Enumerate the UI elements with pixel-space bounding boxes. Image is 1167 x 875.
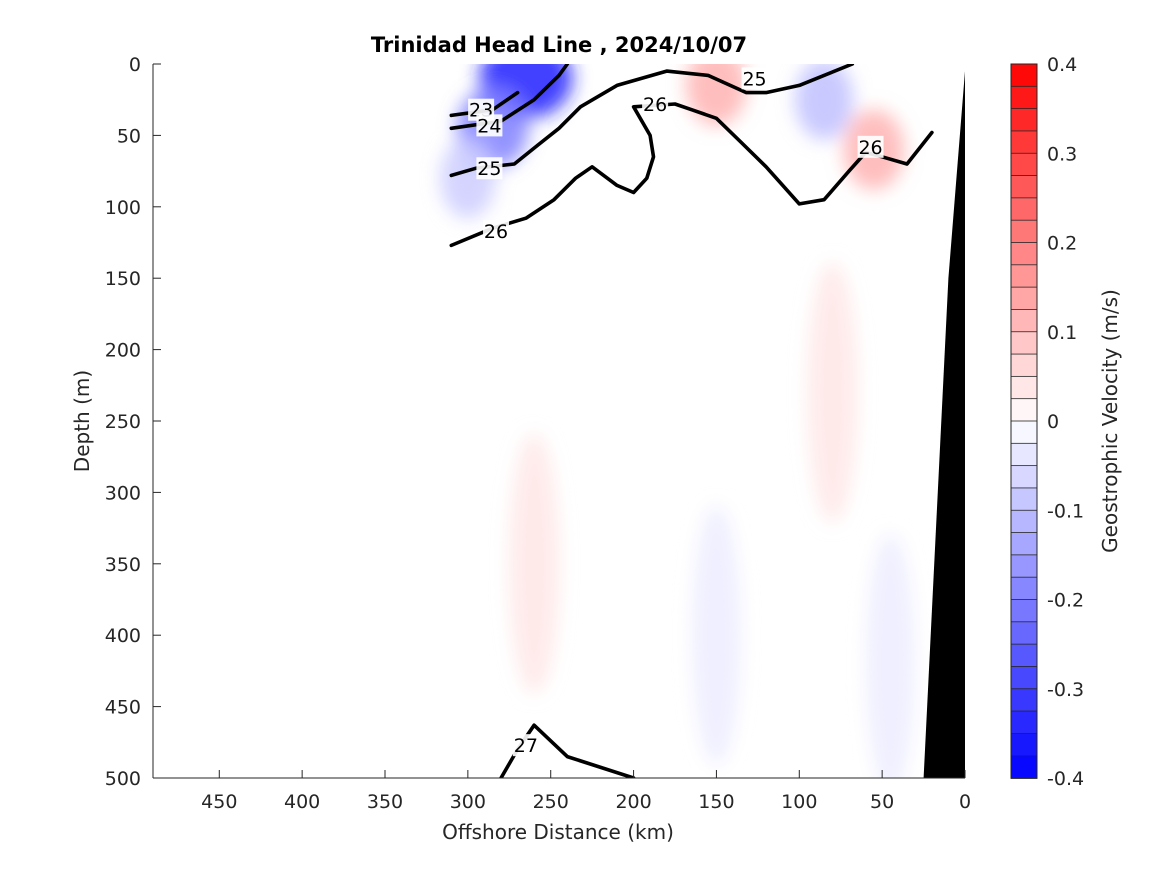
x-axis-label: Offshore Distance (km) [442,820,674,844]
colorbar-tick-label-0: 0.4 [1047,54,1077,76]
contour-label-6: 26 [858,137,882,159]
colorbar-swatch-2 [1010,108,1038,132]
colorbar-swatch-11 [1010,309,1038,333]
x-tick-label-6: 150 [698,791,734,813]
seafloor-shape [923,71,965,778]
velocity-patch-9 [866,533,915,778]
y-tick-label-1: 50 [117,125,141,147]
colorbar-tick-label-6: -0.2 [1047,590,1084,612]
contour-label-2: 25 [477,158,501,180]
contour-label-5: 26 [643,94,667,116]
x-tick-label-1: 400 [284,791,320,813]
contour-label-bg-5 [642,92,669,115]
colorbar-swatch-23 [1010,576,1038,601]
x-tick-label-4: 250 [533,791,569,813]
y-tick-label-7: 350 [105,554,141,576]
colorbar-label: Geostrophic Velocity (m/s) [1098,289,1122,553]
velocity-patch-4 [795,64,854,140]
velocity-patch-6 [509,433,559,694]
x-axis: 450 400 350 300 250 200 150 100 50 0 [201,770,971,813]
x-tick-label-3: 300 [450,791,486,813]
colorbar-swatch-24 [1010,599,1038,623]
chart-title: Trinidad Head Line , 2024/10/07 [371,33,747,57]
colorbar-tick-label-2: 0.2 [1047,233,1077,255]
colorbar-swatch-5 [1010,175,1038,199]
colorbar-swatch-10 [1010,286,1038,311]
velocity-patch-3 [686,64,747,126]
colorbar-swatch-0 [1010,63,1038,88]
colorbar: 0.4 0.3 0.2 0.1 0 -0.1 -0.2 -0.3 -0.4 Geostrophi… [1010,54,1122,790]
y-tick-label-6: 300 [105,482,141,504]
colorbar-swatch-13 [1010,353,1038,378]
colorbar-swatch-4 [1010,152,1038,177]
colorbar-swatch-29 [1010,710,1038,735]
y-tick-label-2: 100 [105,197,141,219]
colorbar-swatch-21 [1010,532,1038,556]
y-tick-label-4: 200 [105,340,141,362]
colorbar-swatch-3 [1010,130,1038,155]
contour-label-1: 24 [477,115,501,137]
colorbar-swatch-17 [1010,442,1038,467]
contour-label-bg-3 [741,67,768,90]
contour-label-bg-6 [857,135,884,158]
colorbar-tick-label-8: -0.4 [1047,768,1084,790]
colorbar-swatch-7 [1010,219,1038,244]
contour-label-bg-2 [476,157,503,180]
colorbar-swatch-31 [1010,755,1038,779]
y-axis: 0 50 100 150 200 250 300 350 400 450 500 [105,54,161,790]
colorbar-swatch-28 [1010,688,1038,712]
contour-label-7: 27 [514,735,538,757]
colorbar-swatch-14 [1010,375,1038,400]
colorbar-swatches [1010,63,1038,779]
colorbar-swatch-8 [1010,242,1038,266]
x-tick-label-0: 450 [201,791,237,813]
x-tick-label-9: 0 [959,791,971,813]
colorbar-swatch-1 [1010,85,1038,110]
y-tick-label-0: 0 [129,54,141,76]
colorbar-tick-label-4: 0 [1047,411,1059,433]
velocity-patch-7 [807,262,858,523]
colorbar-swatch-18 [1010,465,1038,489]
colorbar-swatch-16 [1010,420,1038,445]
colorbar-swatch-6 [1010,197,1038,222]
colorbar-tick-label-7: -0.3 [1047,679,1084,701]
colorbar-ticks: 0.4 0.3 0.2 0.1 0 -0.1 -0.2 -0.3 -0.4 [1047,54,1084,790]
colorbar-swatch-19 [1010,487,1038,512]
contour-label-bg-7 [512,734,539,757]
contour-label-3: 25 [742,68,766,90]
contour-sigma-27-4 [499,723,636,778]
y-axis-label: Depth (m) [70,370,94,472]
colorbar-swatch-15 [1010,398,1038,422]
contour-label-bg-4 [483,220,510,243]
colorbar-tick-label-5: -0.1 [1047,500,1084,522]
colorbar-swatch-22 [1010,554,1038,579]
y-tick-label-10: 500 [105,768,141,790]
x-tick-label-7: 100 [781,791,817,813]
colorbar-swatch-30 [1010,732,1038,757]
y-tick-label-9: 450 [105,697,141,719]
y-tick-label-3: 150 [105,268,141,290]
y-tick-label-5: 250 [105,411,141,433]
colorbar-tick-label-3: 0.1 [1047,322,1077,344]
colorbar-tick-label-1: 0.3 [1047,143,1077,165]
contour-label-bg-1 [476,114,503,137]
colorbar-swatch-27 [1010,666,1038,690]
colorbar-swatch-25 [1010,621,1038,646]
velocity-patch-8 [692,505,741,766]
x-tick-label-8: 50 [870,791,894,813]
colorbar-swatch-20 [1010,509,1038,534]
colorbar-swatch-12 [1010,331,1038,355]
bathymetry [923,71,965,778]
x-tick-label-2: 350 [367,791,403,813]
colorbar-swatch-9 [1010,264,1038,289]
contour-sigma-25-2 [449,64,855,178]
contour-label-4: 26 [484,221,508,243]
colorbar-swatch-26 [1010,643,1038,668]
y-tick-label-8: 400 [105,625,141,647]
x-tick-label-5: 200 [615,791,651,813]
